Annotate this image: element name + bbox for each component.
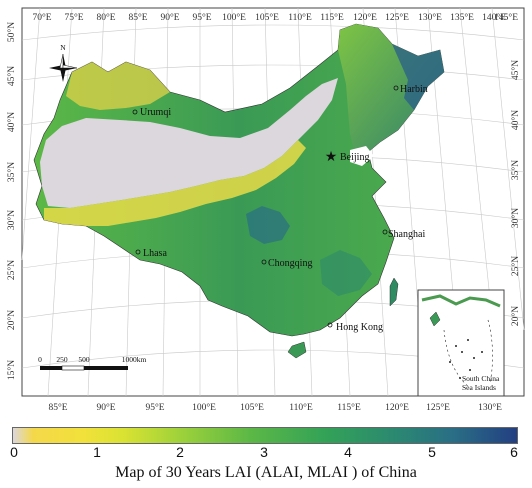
scale-label: 500 (78, 355, 90, 364)
semi-arid-band (44, 140, 306, 226)
lat-label: 40°N (6, 112, 17, 132)
lon-label: 75°E (64, 12, 83, 23)
lon-label: 90°E (160, 12, 179, 23)
lon-label: 145°E (494, 12, 518, 23)
north-arrow-icon: N (49, 43, 78, 82)
scale-bar: 0 250 500 1000km (38, 355, 147, 371)
lon-label: 125°E (385, 12, 409, 23)
right-latitude-labels: 45°N 40°N 35°N 30°N 25°N 20°N (510, 60, 521, 326)
china-landmass (33, 23, 445, 359)
left-latitude-labels: 50°N 45°N 40°N 35°N 30°N 25°N 20°N 15°N (6, 22, 17, 380)
colorbar-tick: 0 (10, 444, 18, 460)
map-title: Map of 30 Years LAI (ALAI, MLAI ) of Chi… (115, 464, 417, 481)
city-label: Hong Kong (336, 322, 383, 333)
scale-label: 1000km (122, 355, 147, 364)
lon-label: 115°E (337, 402, 361, 413)
lai-colorbar (12, 427, 518, 444)
lon-label: 70°E (32, 12, 51, 23)
top-longitude-labels: 70°E 75°E 80°E 85°E 90°E 95°E 100°E 105°… (32, 12, 518, 23)
lon-label: 125°E (426, 402, 450, 413)
city-chongqing: Chongqing (261, 258, 312, 269)
colorbar-tick: 2 (176, 444, 184, 460)
lat-label: 40°N (510, 110, 521, 130)
lat-label: 35°N (6, 162, 17, 182)
city-label: Shanghai (388, 229, 425, 240)
lat-label: 30°N (6, 210, 17, 230)
lat-label: 35°N (510, 160, 521, 180)
city-label: Urumqi (140, 107, 171, 118)
taiwan (389, 277, 399, 307)
lat-label: 45°N (6, 66, 17, 86)
colorbar-tick: 5 (428, 444, 436, 460)
city-harbin: Harbin (393, 84, 428, 95)
lat-label: 25°N (510, 256, 521, 276)
scale-label: 0 (38, 355, 42, 364)
southwest-forest (246, 206, 290, 244)
city-label: Beijing (340, 152, 369, 163)
lon-label: 95°E (192, 12, 211, 23)
city-beijing: ★ Beijing (325, 150, 370, 165)
arid-northwest (40, 78, 338, 208)
lon-label: 110°E (289, 402, 313, 413)
lon-label: 80°E (96, 12, 115, 23)
hainan (287, 341, 307, 359)
city-label: Chongqing (268, 258, 312, 269)
colorbar-tick: 3 (260, 444, 268, 460)
scale-label: 250 (56, 355, 68, 364)
colorbar-tick: 6 (510, 444, 518, 460)
lon-label: 90°E (96, 402, 115, 413)
lon-label: 130°E (478, 402, 502, 413)
southeast-forest (320, 250, 372, 296)
bohai-sea (350, 146, 374, 166)
lat-label: 50°N (6, 22, 17, 42)
lat-label: 45°N (510, 60, 521, 80)
city-hong-kong: Hong Kong (327, 322, 383, 333)
inset-label: Sea Islands (462, 383, 496, 392)
lon-label: 105°E (255, 12, 279, 23)
north-arrow-label: N (60, 43, 66, 52)
lat-label: 15°N (6, 360, 17, 380)
city-label: Lhasa (143, 248, 167, 259)
northeast-dense-forest (392, 44, 444, 110)
china-lai-map: 70°E 75°E 80°E 85°E 90°E 95°E 100°E 105°… (6, 7, 525, 413)
capital-star-icon: ★ (325, 150, 338, 165)
city-lhasa: Lhasa (135, 248, 167, 259)
lon-label: 85°E (48, 402, 67, 413)
lon-label: 95°E (145, 402, 164, 413)
lon-label: 130°E (418, 12, 442, 23)
lon-label: 140°E (482, 12, 506, 23)
colorbar-tick: 4 (344, 444, 352, 460)
lon-label: 135°E (450, 12, 474, 23)
lon-label: 100°E (192, 402, 216, 413)
lat-label: 20°N (510, 306, 521, 326)
bottom-longitude-labels: 85°E 90°E 95°E 100°E 105°E 110°E 115°E 1… (48, 402, 409, 413)
city-urumqi: Urumqi (132, 107, 171, 118)
colorbar-tick: 1 (93, 444, 101, 460)
lon-label: 120°E (385, 402, 409, 413)
inset-label: South China (462, 374, 500, 383)
lon-label: 85°E (128, 12, 147, 23)
lon-label: 115°E (320, 12, 344, 23)
city-label: Harbin (400, 84, 428, 95)
lon-label: 110°E (288, 12, 312, 23)
lon-label: 105°E (240, 402, 264, 413)
lon-label: 120°E (353, 12, 377, 23)
lat-label: 20°N (6, 310, 17, 330)
lat-label: 30°N (510, 208, 521, 228)
lon-label: 100°E (222, 12, 246, 23)
city-shanghai: Shanghai (382, 229, 425, 240)
xinjiang-north-band (66, 62, 170, 110)
south-china-sea-inset: South China Sea Islands 125°E 130°E (417, 289, 505, 413)
lat-label: 25°N (6, 260, 17, 280)
